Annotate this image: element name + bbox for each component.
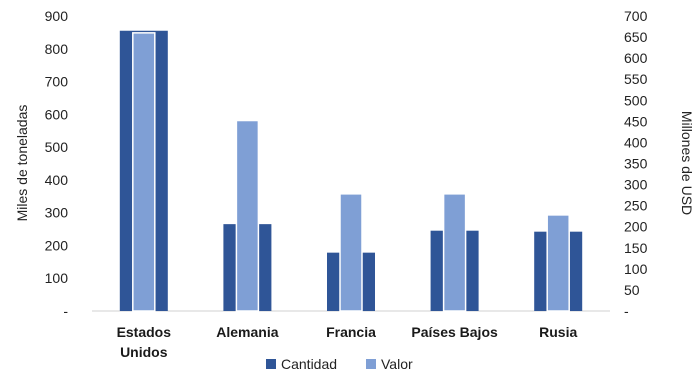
bar-valor	[546, 214, 570, 312]
y2-tick-label: 550	[624, 71, 648, 87]
y-tick-label: 100	[45, 270, 69, 286]
y2-tick-label: 450	[624, 113, 648, 129]
y2-tick-label: 300	[624, 177, 648, 193]
y2-axis-title: Millones de USD	[679, 111, 695, 215]
y2-tick-label: -	[624, 303, 629, 319]
legend-label-valor: Valor	[381, 356, 413, 372]
y-tick-label: 400	[45, 172, 69, 188]
bar-valor	[339, 193, 363, 312]
category-label: Estados	[117, 324, 172, 340]
y2-tick-label: 500	[624, 92, 648, 108]
y-tick-label: 500	[45, 139, 69, 155]
y-tick-label: 300	[45, 205, 69, 221]
y2-tick-label: 100	[624, 261, 648, 277]
category-labels: Estados Unidos Alemania Francia Países Bajos…	[117, 324, 578, 360]
y-tick-label: -	[63, 303, 68, 319]
y-tick-label: 200	[45, 237, 69, 253]
left-axis: - 100 200 300 400 500 600 700 800 900	[45, 8, 69, 319]
bars	[119, 30, 583, 312]
y-tick-label: 900	[45, 8, 69, 24]
legend: Cantidad Valor	[266, 356, 413, 372]
y2-tick-label: 700	[624, 8, 648, 24]
bar-valor	[442, 193, 467, 312]
y-tick-label: 600	[45, 106, 69, 122]
legend-label-cantidad: Cantidad	[281, 356, 337, 372]
legend-swatch-cantidad	[266, 359, 276, 369]
right-axis: - 50 100 150 200 250 300 350 400 450 500 550 600 650 7…	[624, 8, 648, 319]
y2-tick-label: 650	[624, 29, 648, 45]
y2-tick-label: 350	[624, 156, 648, 172]
y2-tick-label: 150	[624, 240, 648, 256]
category-label: Francia	[326, 324, 376, 340]
bar-valor	[132, 32, 156, 312]
y-tick-label: 700	[45, 74, 69, 90]
y2-tick-label: 50	[624, 282, 640, 298]
legend-swatch-valor	[366, 359, 376, 369]
category-label: Rusia	[539, 324, 577, 340]
y2-tick-label: 400	[624, 134, 648, 150]
y2-tick-label: 600	[624, 50, 648, 66]
bar-valor	[235, 119, 260, 312]
category-label: Alemania	[216, 324, 278, 340]
y2-tick-label: 250	[624, 198, 648, 214]
category-label: Países Bajos	[411, 324, 498, 340]
y-axis-title: Miles de toneladas	[14, 105, 30, 222]
category-label: Unidos	[120, 344, 168, 360]
y2-tick-label: 200	[624, 219, 648, 235]
y-tick-label: 800	[45, 41, 69, 57]
